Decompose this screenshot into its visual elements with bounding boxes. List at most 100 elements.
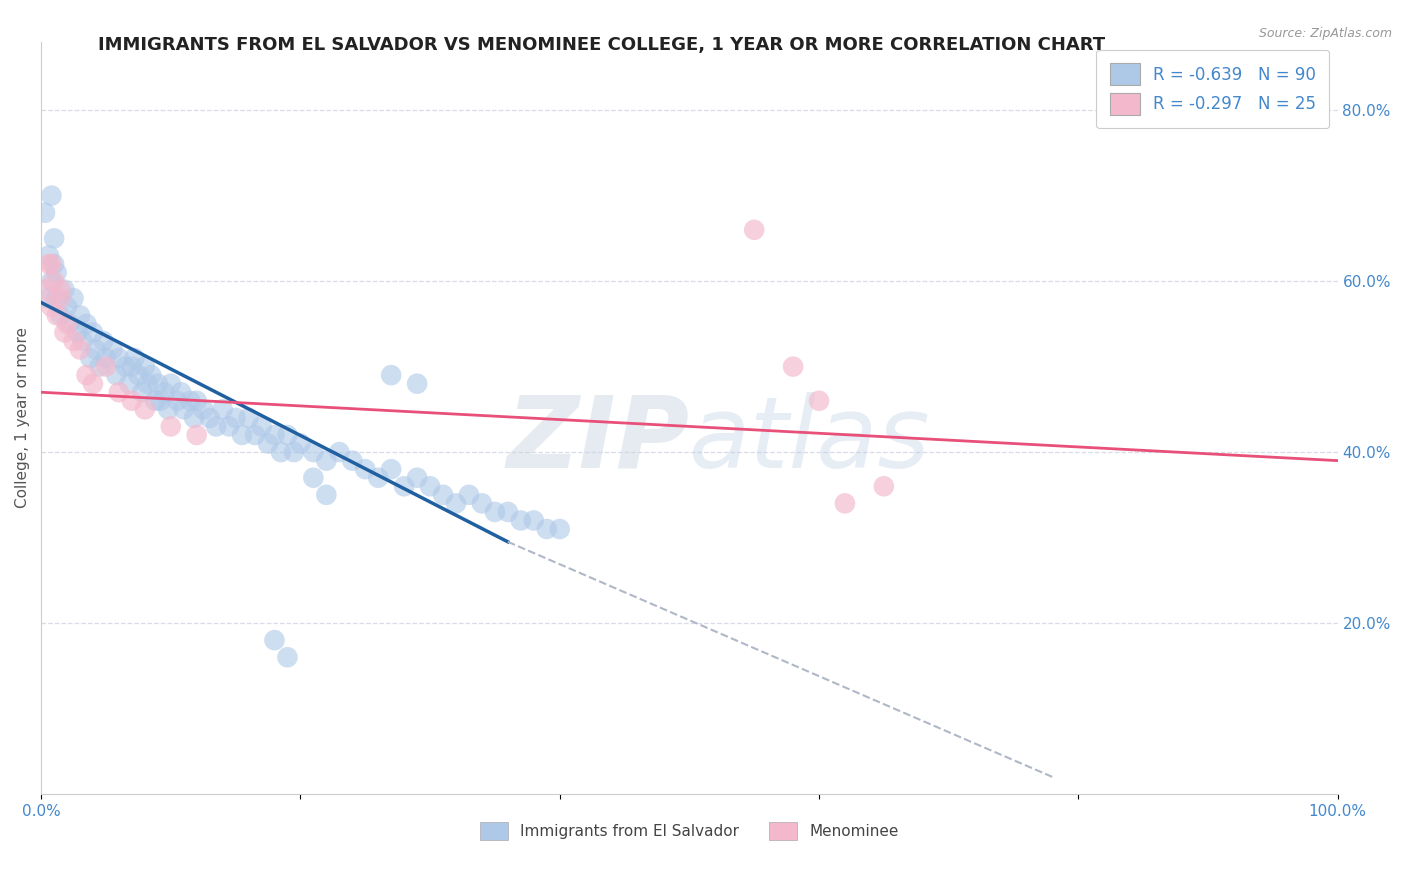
Point	[159, 376, 181, 391]
Point	[62, 334, 84, 348]
Text: Source: ZipAtlas.com: Source: ZipAtlas.com	[1258, 27, 1392, 40]
Point	[173, 402, 195, 417]
Point	[496, 505, 519, 519]
Point	[93, 334, 115, 348]
Point	[118, 376, 141, 391]
Point	[45, 266, 67, 280]
Point	[59, 317, 82, 331]
Point	[250, 419, 273, 434]
Point	[82, 376, 104, 391]
Point	[179, 393, 201, 408]
Point	[782, 359, 804, 374]
Point	[238, 410, 260, 425]
Point	[367, 471, 389, 485]
Point	[56, 317, 79, 331]
Point	[114, 359, 136, 374]
Point	[69, 343, 91, 357]
Point	[354, 462, 377, 476]
Point	[45, 308, 67, 322]
Point	[211, 402, 233, 417]
Point	[166, 393, 188, 408]
Text: atlas: atlas	[689, 392, 931, 489]
Point	[38, 257, 60, 271]
Point	[458, 488, 481, 502]
Point	[444, 496, 467, 510]
Point	[218, 419, 240, 434]
Point	[62, 291, 84, 305]
Point	[186, 428, 208, 442]
Point	[131, 385, 153, 400]
Point	[523, 513, 546, 527]
Point	[834, 496, 856, 510]
Point	[49, 308, 72, 322]
Point	[121, 393, 143, 408]
Point	[406, 376, 429, 391]
Point	[193, 402, 215, 417]
Point	[406, 471, 429, 485]
Point	[42, 257, 65, 271]
Point	[84, 343, 107, 357]
Point	[124, 351, 146, 365]
Point	[342, 453, 364, 467]
Point	[134, 359, 156, 374]
Point	[157, 402, 180, 417]
Point	[108, 385, 131, 400]
Point	[225, 410, 247, 425]
Point	[136, 376, 159, 391]
Point	[121, 359, 143, 374]
Point	[471, 496, 494, 510]
Point	[328, 445, 350, 459]
Point	[159, 419, 181, 434]
Point	[170, 385, 193, 400]
Point	[536, 522, 558, 536]
Y-axis label: College, 1 year or more: College, 1 year or more	[15, 327, 30, 508]
Point	[509, 513, 531, 527]
Point	[82, 326, 104, 340]
Point	[42, 274, 65, 288]
Point	[53, 283, 76, 297]
Point	[72, 334, 94, 348]
Point	[548, 522, 571, 536]
Point	[315, 453, 337, 467]
Point	[742, 223, 765, 237]
Point	[153, 385, 176, 400]
Point	[34, 283, 56, 297]
Point	[380, 368, 402, 383]
Point	[276, 428, 298, 442]
Point	[290, 436, 312, 450]
Point	[41, 274, 63, 288]
Point	[198, 410, 221, 425]
Point	[231, 428, 253, 442]
Point	[380, 462, 402, 476]
Point	[205, 419, 228, 434]
Point	[149, 393, 172, 408]
Point	[76, 317, 98, 331]
Text: ZIP: ZIP	[506, 392, 689, 489]
Point	[134, 402, 156, 417]
Point	[34, 205, 56, 219]
Text: IMMIGRANTS FROM EL SALVADOR VS MENOMINEE COLLEGE, 1 YEAR OR MORE CORRELATION CHA: IMMIGRANTS FROM EL SALVADOR VS MENOMINEE…	[98, 36, 1105, 54]
Point	[37, 291, 59, 305]
Point	[302, 471, 325, 485]
Point	[270, 445, 292, 459]
Point	[392, 479, 415, 493]
Point	[183, 410, 205, 425]
Point	[257, 436, 280, 450]
Point	[45, 291, 67, 305]
Point	[419, 479, 441, 493]
Point	[127, 368, 149, 383]
Point	[94, 351, 117, 365]
Point	[76, 368, 98, 383]
Point	[186, 393, 208, 408]
Point	[808, 393, 831, 408]
Point	[873, 479, 896, 493]
Point	[276, 650, 298, 665]
Legend: Immigrants from El Salvador, Menominee: Immigrants from El Salvador, Menominee	[474, 815, 904, 847]
Point	[94, 359, 117, 374]
Point	[143, 393, 166, 408]
Point	[79, 351, 101, 365]
Point	[101, 343, 124, 357]
Point	[484, 505, 506, 519]
Point	[53, 326, 76, 340]
Point	[315, 488, 337, 502]
